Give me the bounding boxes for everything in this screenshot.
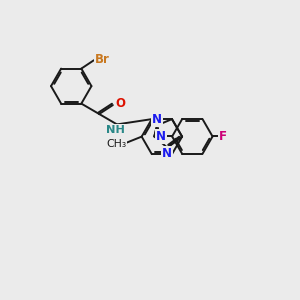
Text: O: O: [115, 97, 125, 110]
Text: CH₃: CH₃: [106, 139, 127, 149]
Text: F: F: [219, 130, 227, 143]
Text: Br: Br: [95, 52, 110, 66]
Text: N: N: [162, 147, 172, 160]
Text: NH: NH: [106, 125, 125, 135]
Text: N: N: [156, 130, 166, 143]
Text: N: N: [152, 113, 162, 126]
